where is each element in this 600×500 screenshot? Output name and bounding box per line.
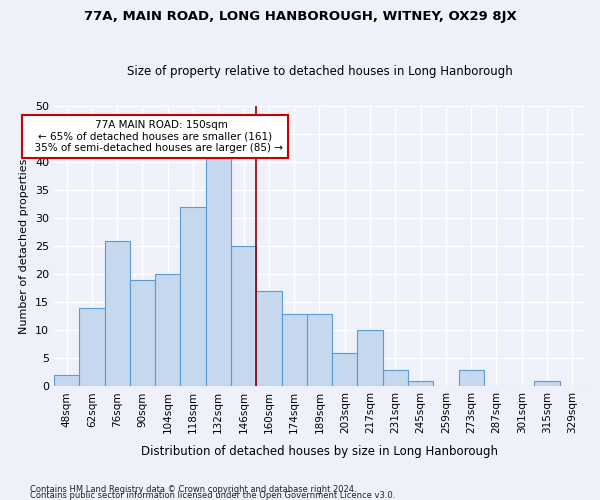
Bar <box>155 274 181 386</box>
Bar <box>206 151 231 386</box>
Bar <box>104 240 130 386</box>
Text: 77A, MAIN ROAD, LONG HANBOROUGH, WITNEY, OX29 8JX: 77A, MAIN ROAD, LONG HANBOROUGH, WITNEY,… <box>83 10 517 23</box>
X-axis label: Distribution of detached houses by size in Long Hanborough: Distribution of detached houses by size … <box>141 444 498 458</box>
Bar <box>307 314 332 386</box>
Bar <box>181 207 206 386</box>
Bar <box>408 381 433 386</box>
Bar <box>231 246 256 386</box>
Bar <box>281 314 307 386</box>
Bar <box>358 330 383 386</box>
Text: 77A MAIN ROAD: 150sqm
← 65% of detached houses are smaller (161)
  35% of semi-d: 77A MAIN ROAD: 150sqm ← 65% of detached … <box>28 120 283 154</box>
Bar <box>383 370 408 386</box>
Text: Contains public sector information licensed under the Open Government Licence v3: Contains public sector information licen… <box>30 490 395 500</box>
Bar <box>332 353 358 386</box>
Bar <box>256 291 281 386</box>
Bar <box>130 280 155 386</box>
Bar <box>54 375 79 386</box>
Title: Size of property relative to detached houses in Long Hanborough: Size of property relative to detached ho… <box>127 66 512 78</box>
Bar <box>458 370 484 386</box>
Text: Contains HM Land Registry data © Crown copyright and database right 2024.: Contains HM Land Registry data © Crown c… <box>30 484 356 494</box>
Y-axis label: Number of detached properties: Number of detached properties <box>19 158 29 334</box>
Bar <box>79 308 104 386</box>
Bar <box>535 381 560 386</box>
